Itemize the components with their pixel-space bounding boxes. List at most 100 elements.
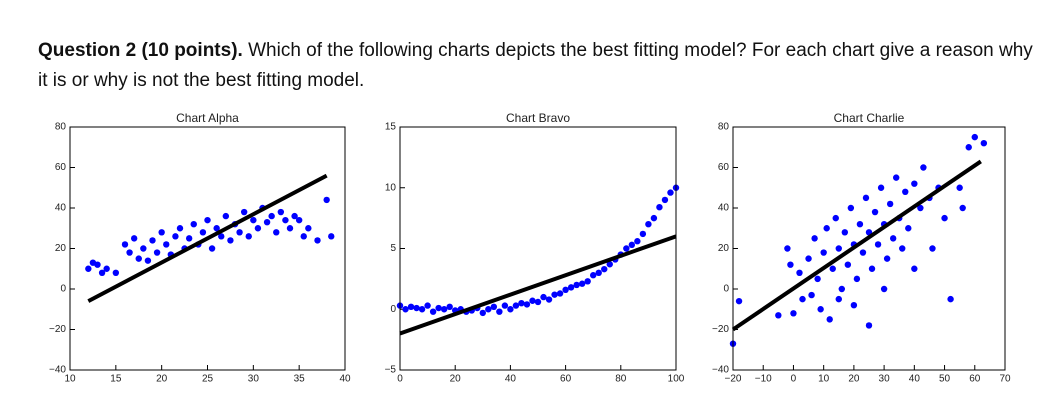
point: [865, 322, 873, 329]
point: [811, 235, 818, 242]
point: [551, 291, 558, 298]
point: [856, 221, 864, 228]
y-tick-label: 80: [718, 122, 730, 133]
point: [835, 245, 842, 252]
point: [418, 306, 426, 313]
point: [573, 281, 580, 289]
y-tick-label: 10: [385, 182, 397, 193]
fit-line: [87, 173, 328, 303]
x-tick-label: 70: [999, 374, 1011, 385]
point: [263, 218, 271, 226]
point: [965, 144, 972, 151]
point: [784, 245, 791, 252]
point: [929, 245, 936, 252]
x-tick-label: 20: [848, 374, 860, 385]
y-tick-label: −20: [49, 324, 66, 335]
point: [176, 225, 184, 232]
point: [847, 204, 855, 212]
y-tick-label: −5: [385, 365, 397, 376]
point: [623, 245, 630, 252]
point: [277, 208, 285, 216]
point: [817, 306, 824, 313]
point: [305, 225, 312, 232]
point: [529, 297, 536, 304]
point: [501, 302, 509, 309]
chart-title: Chart Alpha: [176, 111, 239, 125]
x-tick-label: 25: [202, 374, 214, 385]
x-tick-label: −10: [755, 374, 772, 385]
y-tick-label: 60: [718, 162, 730, 173]
point: [300, 233, 307, 240]
point: [126, 249, 133, 256]
point: [829, 265, 836, 272]
x-tick-label: 40: [505, 374, 517, 385]
point: [578, 280, 586, 287]
point: [295, 216, 303, 224]
point: [841, 229, 849, 236]
point: [135, 255, 142, 262]
y-tick-label: −40: [49, 365, 66, 376]
point: [808, 291, 815, 299]
x-tick-label: 40: [339, 374, 351, 385]
point: [323, 196, 330, 204]
y-tick-label: 60: [55, 162, 67, 173]
point: [595, 269, 602, 276]
point: [787, 261, 794, 268]
point: [204, 216, 211, 224]
point: [820, 249, 827, 256]
point: [862, 194, 870, 202]
point: [826, 316, 833, 323]
point: [328, 233, 335, 240]
point: [222, 212, 230, 220]
point: [814, 275, 821, 283]
y-tick-label: 0: [723, 284, 729, 295]
point: [899, 245, 906, 252]
x-tick-label: 10: [64, 374, 76, 385]
point: [844, 261, 852, 268]
point: [584, 278, 591, 285]
point: [886, 200, 894, 208]
point: [112, 269, 120, 276]
point: [140, 245, 147, 252]
point: [917, 204, 924, 212]
point: [590, 272, 597, 279]
point: [735, 297, 743, 305]
y-tick-label: 0: [390, 304, 396, 315]
point: [227, 237, 234, 244]
point: [130, 235, 138, 242]
y-tick-label: 0: [60, 284, 66, 295]
point: [893, 174, 900, 181]
point: [889, 235, 897, 242]
question: Question 2 (10 points). Which of the fol…: [38, 36, 1038, 96]
y-tick-label: 20: [55, 243, 67, 254]
point: [435, 304, 442, 312]
point: [254, 225, 262, 232]
point: [661, 196, 669, 204]
point: [850, 302, 858, 309]
plot-frame: [399, 126, 677, 371]
point: [880, 285, 888, 293]
point: [534, 298, 542, 306]
point: [172, 233, 179, 240]
y-tick-label: 20: [718, 243, 730, 254]
point: [868, 265, 876, 272]
point: [645, 221, 652, 228]
y-tick-label: 40: [718, 203, 730, 214]
point: [199, 229, 207, 236]
point: [413, 304, 420, 312]
point: [877, 184, 885, 191]
point: [103, 265, 110, 272]
point: [920, 164, 927, 171]
point: [85, 265, 92, 272]
point: [144, 257, 152, 264]
point: [540, 293, 547, 301]
point: [796, 269, 803, 276]
x-tick-label: 15: [110, 374, 122, 385]
point: [823, 225, 830, 232]
point: [835, 295, 842, 303]
x-tick-label: 35: [294, 374, 306, 385]
point: [562, 286, 569, 294]
point: [567, 284, 575, 291]
